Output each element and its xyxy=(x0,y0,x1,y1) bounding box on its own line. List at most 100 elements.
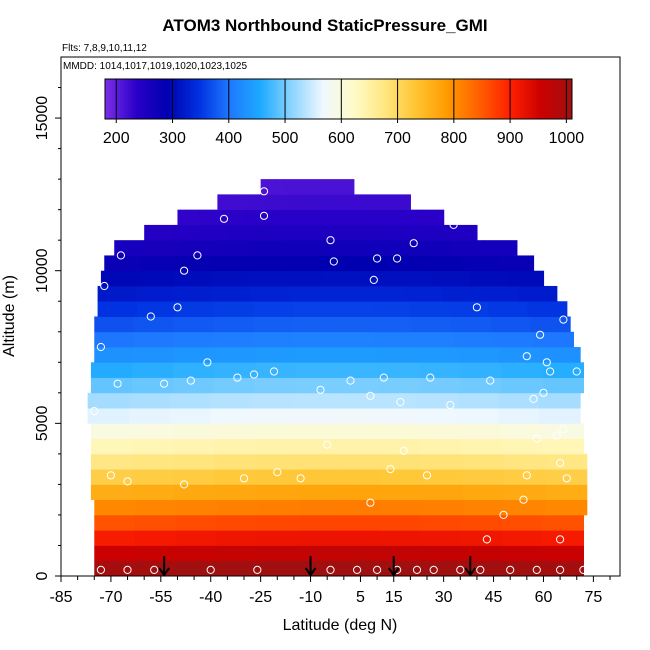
heatmap-cell xyxy=(413,331,455,348)
heatmap-cell xyxy=(175,530,218,546)
heatmap-cell xyxy=(175,545,218,562)
heatmap-cell xyxy=(381,499,424,516)
observation-point xyxy=(113,379,122,388)
heatmap-cell xyxy=(140,255,177,272)
observation-point xyxy=(559,315,568,324)
heatmap-cell xyxy=(257,514,299,531)
heatmap-cell xyxy=(131,362,174,378)
profile-arrow xyxy=(158,556,170,577)
observation-point xyxy=(373,565,382,575)
heatmap-cell xyxy=(314,179,324,195)
x-axis: -85 -70 -55 -40 -25 -10 5 15 30 45 60 75 xyxy=(49,576,611,606)
heatmap-cell xyxy=(327,285,367,302)
heatmap-cell xyxy=(297,453,340,470)
profile-arrow xyxy=(464,556,477,577)
heatmap-cell xyxy=(420,530,462,546)
heatmap-cell xyxy=(296,362,338,378)
heatmap-cell xyxy=(504,499,547,516)
heatmap-cell xyxy=(288,285,328,302)
heatmap-cell xyxy=(255,423,297,440)
observation-point xyxy=(206,565,215,575)
heatmap-cell xyxy=(420,545,462,562)
observation-point xyxy=(96,342,106,352)
observation-point xyxy=(529,394,538,403)
heatmap-cell xyxy=(415,392,458,409)
x-tick-label: 30 xyxy=(435,589,453,606)
heatmap-cell xyxy=(394,194,411,211)
heatmap-cell xyxy=(97,301,138,317)
observation-point xyxy=(193,251,202,260)
observation-point xyxy=(346,376,355,385)
heatmap-cell xyxy=(371,316,413,333)
observation-point xyxy=(326,565,335,575)
heatmap-cell xyxy=(338,453,381,470)
observation-point xyxy=(90,407,99,416)
heatmap-cell xyxy=(411,316,452,333)
observation-point xyxy=(522,352,531,361)
heatmap-cell xyxy=(338,179,347,195)
heatmap-cell xyxy=(504,453,547,470)
heatmap-cell xyxy=(293,301,333,317)
heatmap-cell xyxy=(260,179,269,195)
observation-point xyxy=(106,471,116,480)
colorbar-tick-label: 800 xyxy=(440,130,467,147)
heatmap-cell xyxy=(421,224,450,241)
heatmap-cell xyxy=(251,392,294,409)
heatmap-cell xyxy=(460,362,502,378)
heatmap-cell xyxy=(256,347,298,363)
heatmap-cell xyxy=(255,438,297,455)
observation-point xyxy=(556,565,565,575)
heatmap-cell xyxy=(461,530,503,546)
observation-point xyxy=(412,565,422,575)
observation-point xyxy=(150,565,159,575)
heatmap-cell xyxy=(338,530,381,546)
observation-point xyxy=(506,565,515,575)
heatmap-cell xyxy=(132,453,175,470)
heatmap-cell xyxy=(378,438,420,455)
heatmap-cell xyxy=(214,331,255,348)
heatmap-cell xyxy=(456,392,499,409)
colorbar-tick-label: 200 xyxy=(103,130,130,147)
heatmap-cell xyxy=(337,362,379,378)
y-axis-label: Altitude (m) xyxy=(1,275,18,357)
observation-point xyxy=(373,254,382,263)
colorbar-tick-label: 300 xyxy=(159,130,186,147)
heatmap-cell xyxy=(420,514,462,531)
heatmap-cell xyxy=(292,392,335,409)
heatmap-cell xyxy=(453,331,495,348)
heatmap-cell xyxy=(258,499,301,516)
heatmap-cell xyxy=(94,514,136,531)
heatmap-cell xyxy=(90,423,133,440)
heatmap-cell xyxy=(247,255,284,272)
heatmap-cell xyxy=(338,560,381,576)
heatmap-cell xyxy=(248,240,283,256)
heatmap-cell xyxy=(337,377,379,394)
heatmap-cell xyxy=(90,453,133,470)
y-tick-label: 10000 xyxy=(34,248,51,293)
observation-point xyxy=(399,446,408,455)
heatmap-cell xyxy=(255,377,297,394)
heatmap-cell xyxy=(542,377,584,394)
observation-point xyxy=(562,474,571,483)
heatmap-cell xyxy=(221,209,245,226)
colorbar-tick-label: 500 xyxy=(272,130,299,147)
heatmap-cell xyxy=(90,377,133,394)
colorbar-tick-label: 400 xyxy=(215,130,242,147)
heatmap-cell xyxy=(134,347,176,363)
heatmap-cell xyxy=(379,514,421,531)
heatmap-cell xyxy=(527,301,568,317)
heatmap-cell xyxy=(483,240,518,256)
heatmap-cell xyxy=(530,316,571,333)
observation-point xyxy=(353,565,362,575)
observation-point xyxy=(180,266,189,275)
chart-title: ATOM3 Northbound StaticPressure_GMI xyxy=(162,16,488,35)
heatmap-cell xyxy=(421,453,464,470)
heatmap-cell xyxy=(498,408,540,424)
observation-point xyxy=(386,465,395,474)
heatmap-cell xyxy=(173,423,215,440)
heatmap-cell xyxy=(410,301,451,317)
observation-point xyxy=(542,358,551,367)
heatmap-cell xyxy=(420,560,462,576)
heatmap-cell xyxy=(252,316,294,333)
profile-arrow xyxy=(387,556,400,577)
